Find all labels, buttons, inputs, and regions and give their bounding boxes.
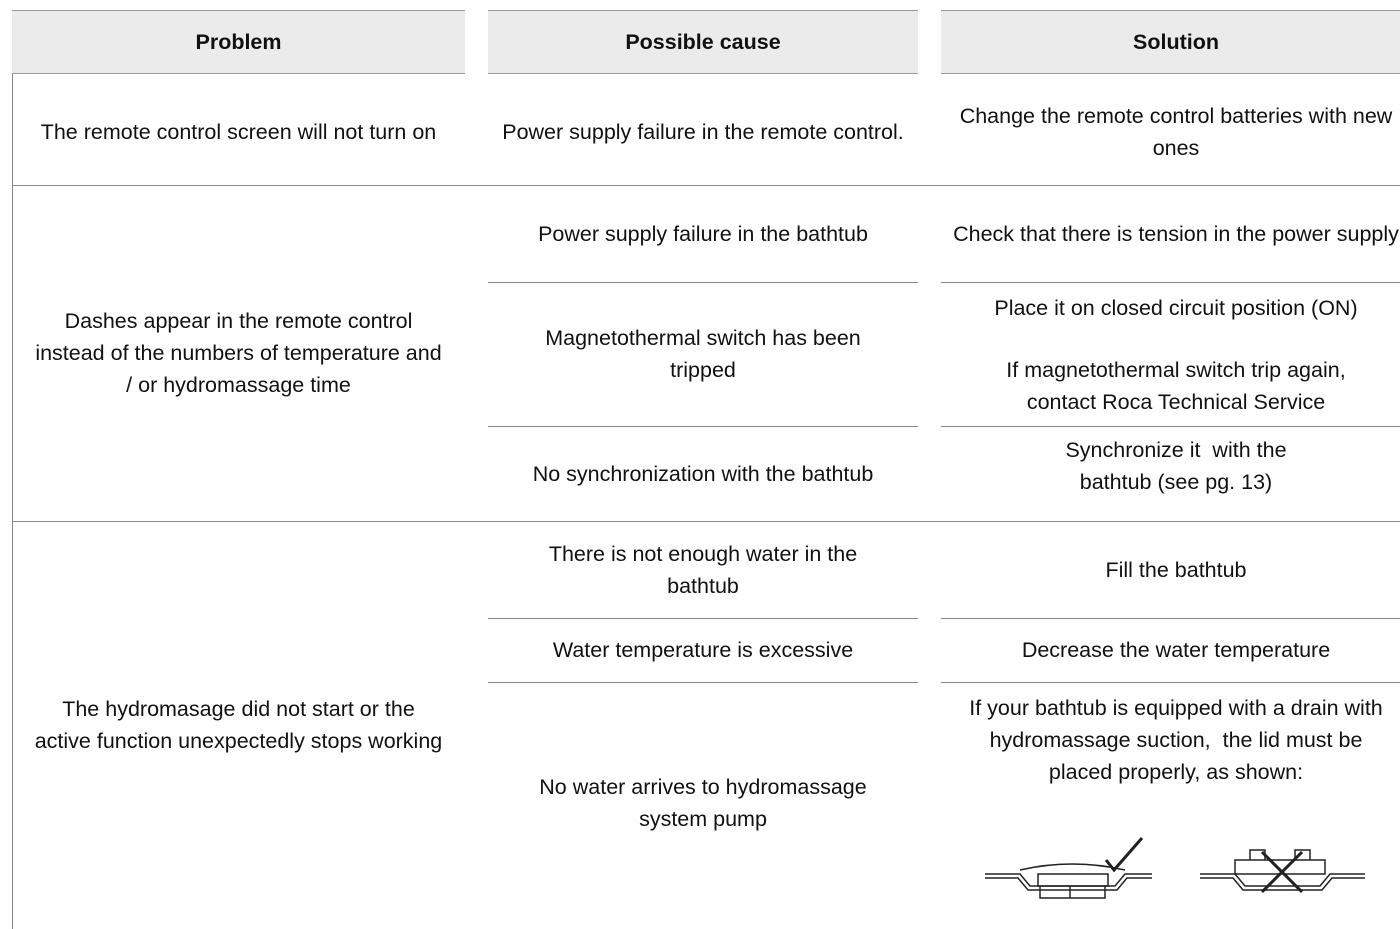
cause: Power supply failure in the remote contr… [502,120,904,144]
solution: Synchronize it with the bathtub (see pg.… [1065,438,1293,494]
solution: Decrease the water temperature [1021,638,1331,662]
cause: Water temperature is excessive [552,638,854,662]
cell-line [941,682,1400,683]
cause: No synchronization with the bathtub [532,461,874,486]
solution: Fill the bathtub [1105,557,1247,582]
problem: Dashes appear in the remote control inst… [35,309,448,397]
problem: The remote control screen will not turn … [40,120,437,144]
cell-line [488,682,918,683]
cause: No water arrives to hydromassage system … [539,775,873,831]
header-cell: Solution [941,10,1400,74]
header-cell: Possible cause [488,10,918,74]
cause: Magnetothermal switch has been tripped [545,326,867,382]
cell-line [488,426,918,427]
solution: Change the remote control batteries with… [959,104,1399,160]
row-line [12,185,1400,186]
drain-illustration [985,837,1365,899]
solution: If your bathtub is equipped with a drain… [969,696,1389,784]
solution: If magnetothermal switch trip again, con… [1006,358,1352,414]
cell-line [941,426,1400,427]
left-border [12,10,13,929]
solution: Place it on closed circuit position (ON) [994,296,1358,320]
cause: There is not enough water in the bathtub [548,541,864,598]
header-cell: Problem [12,10,465,74]
cause: Power supply failure in the bathtub [538,221,868,246]
row-line [12,521,1400,522]
cell-line [488,282,918,283]
cell-line [488,618,918,619]
solution: Check that there is tension in the power… [953,221,1399,246]
problem: The hydromasage did not start or the act… [34,697,443,753]
cell-line [941,282,1400,283]
cell-line [941,618,1400,619]
